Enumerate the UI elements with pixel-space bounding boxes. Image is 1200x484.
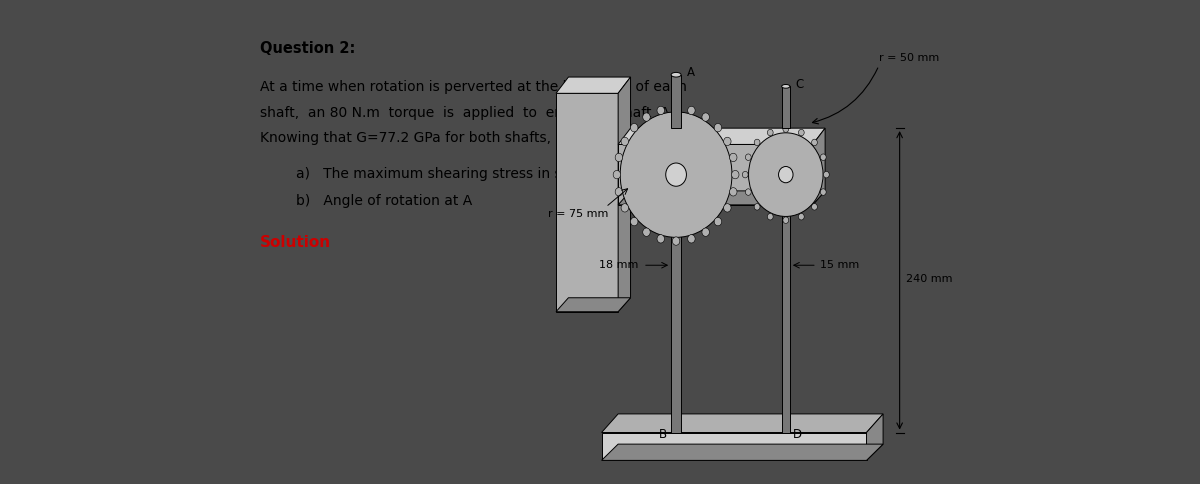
Ellipse shape: [702, 228, 709, 236]
Ellipse shape: [767, 213, 773, 220]
Ellipse shape: [730, 188, 737, 196]
Text: Solution: Solution: [259, 235, 331, 250]
Ellipse shape: [755, 139, 760, 146]
Ellipse shape: [724, 137, 731, 146]
Polygon shape: [556, 93, 618, 312]
Text: r = 75 mm: r = 75 mm: [547, 209, 608, 219]
Ellipse shape: [714, 123, 721, 132]
Text: C: C: [794, 78, 803, 91]
Ellipse shape: [658, 106, 665, 115]
Ellipse shape: [811, 204, 817, 210]
Ellipse shape: [613, 170, 620, 179]
Text: B: B: [659, 428, 667, 441]
Polygon shape: [812, 128, 826, 205]
Text: a)   The maximum shearing stress in shaft CD: a) The maximum shearing stress in shaft …: [296, 167, 614, 181]
Ellipse shape: [749, 133, 823, 216]
Polygon shape: [671, 205, 682, 433]
Ellipse shape: [821, 154, 826, 161]
Ellipse shape: [616, 188, 623, 196]
Text: D: D: [793, 428, 803, 441]
Ellipse shape: [630, 217, 638, 226]
Polygon shape: [618, 144, 812, 205]
Ellipse shape: [724, 204, 731, 212]
Ellipse shape: [745, 154, 751, 161]
Ellipse shape: [732, 170, 739, 179]
Ellipse shape: [782, 126, 788, 132]
Text: b)   Angle of rotation at A: b) Angle of rotation at A: [296, 194, 473, 208]
Ellipse shape: [798, 213, 804, 220]
Text: At a time when rotation is perverted at the lower end of each: At a time when rotation is perverted at …: [259, 80, 686, 94]
Polygon shape: [556, 298, 630, 312]
Polygon shape: [556, 77, 630, 93]
Text: A: A: [686, 66, 695, 79]
Ellipse shape: [688, 235, 695, 243]
Polygon shape: [601, 433, 866, 460]
Polygon shape: [601, 444, 883, 460]
Text: Question 2:: Question 2:: [259, 41, 355, 56]
Polygon shape: [781, 86, 790, 128]
Ellipse shape: [672, 104, 680, 112]
Polygon shape: [671, 75, 682, 128]
Ellipse shape: [658, 235, 665, 243]
Text: 15 mm: 15 mm: [820, 260, 859, 270]
Ellipse shape: [823, 171, 829, 178]
Polygon shape: [866, 414, 883, 460]
Text: Knowing that G=77.2 GPa for both shafts, Determine:: Knowing that G=77.2 GPa for both shafts,…: [259, 131, 632, 145]
Ellipse shape: [671, 73, 682, 77]
Ellipse shape: [782, 217, 788, 224]
Ellipse shape: [643, 113, 650, 121]
Polygon shape: [618, 191, 826, 205]
Text: shaft,  an 80 N.m  torque  is  applied  to  end  A  of shaft  AB.: shaft, an 80 N.m torque is applied to en…: [259, 106, 683, 120]
Ellipse shape: [798, 129, 804, 136]
Ellipse shape: [714, 217, 721, 226]
Ellipse shape: [779, 166, 793, 183]
Ellipse shape: [767, 129, 773, 136]
Ellipse shape: [672, 237, 680, 245]
Ellipse shape: [781, 85, 790, 88]
Ellipse shape: [743, 171, 748, 178]
Ellipse shape: [702, 113, 709, 121]
Ellipse shape: [616, 153, 623, 162]
Ellipse shape: [666, 163, 686, 186]
Ellipse shape: [630, 123, 638, 132]
Ellipse shape: [688, 106, 695, 115]
Ellipse shape: [622, 204, 629, 212]
Ellipse shape: [730, 153, 737, 162]
Ellipse shape: [811, 139, 817, 146]
Ellipse shape: [643, 228, 650, 236]
Ellipse shape: [755, 204, 760, 210]
Polygon shape: [618, 128, 826, 144]
Ellipse shape: [745, 189, 751, 196]
Text: 18 mm: 18 mm: [600, 260, 638, 270]
Polygon shape: [618, 77, 630, 312]
Ellipse shape: [821, 189, 826, 196]
Polygon shape: [781, 205, 790, 433]
Polygon shape: [601, 414, 883, 433]
Ellipse shape: [620, 112, 732, 237]
Ellipse shape: [622, 137, 629, 146]
Text: r = 50 mm: r = 50 mm: [878, 53, 940, 63]
Text: 240 mm: 240 mm: [906, 274, 953, 284]
